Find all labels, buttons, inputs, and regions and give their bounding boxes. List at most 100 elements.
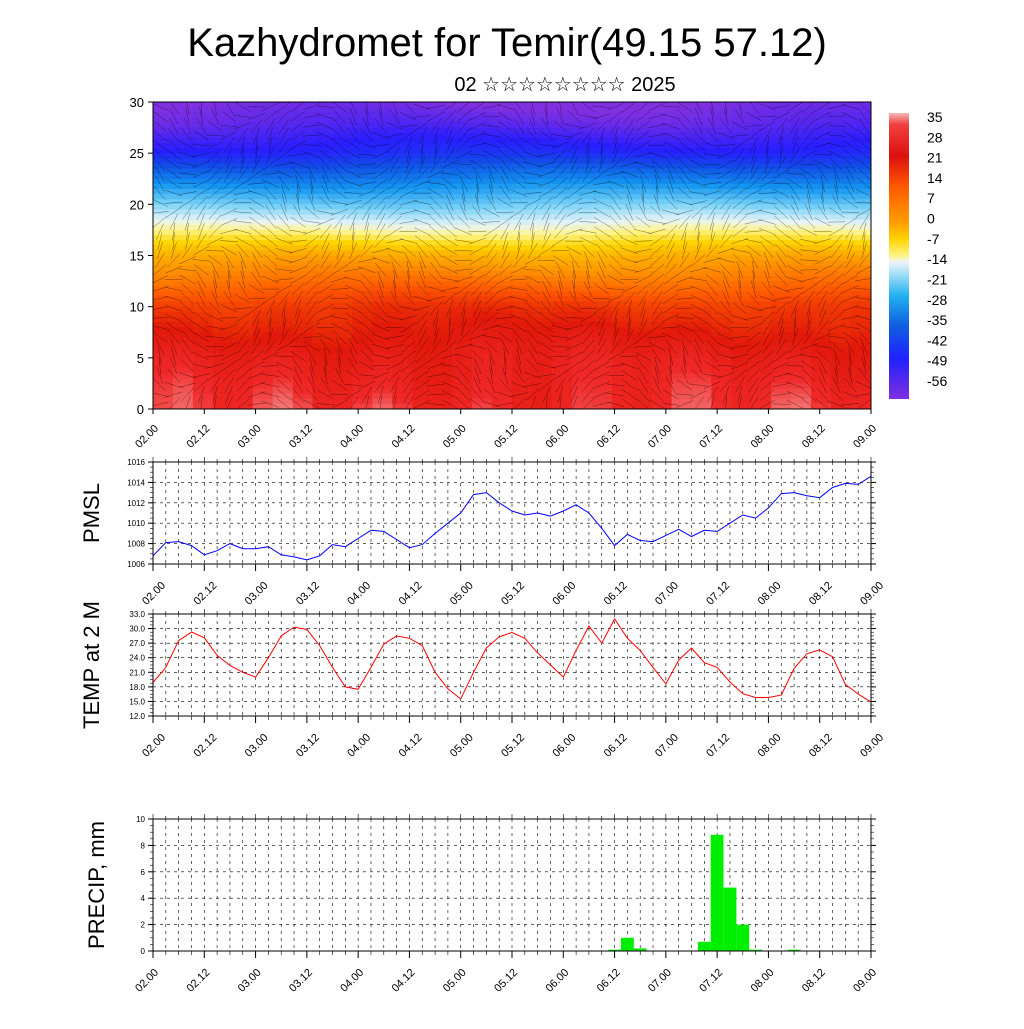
heatmap-cell: [532, 107, 553, 113]
heatmap-cell: [253, 128, 274, 134]
y-tick-label: 30.0: [129, 625, 145, 634]
heatmap-cell: [173, 317, 194, 323]
heatmap-cell: [652, 174, 673, 180]
heatmap-cell: [711, 143, 732, 149]
heatmap-cell: [731, 163, 752, 169]
heatmap-cell: [273, 138, 294, 144]
precip-bar: [621, 938, 634, 951]
heatmap-cell: [233, 389, 254, 395]
heatmap-cell: [313, 225, 334, 231]
heatmap-cell: [273, 225, 294, 231]
heatmap-cell: [293, 348, 314, 354]
heatmap-cell: [253, 261, 274, 267]
heatmap-cell: [452, 148, 473, 154]
colorbar-label: -49: [927, 353, 947, 369]
heatmap-cell: [412, 163, 433, 169]
heatmap-cell: [572, 256, 593, 262]
heatmap-cell: [572, 179, 593, 185]
heatmap-cell: [552, 194, 573, 200]
heatmap-cell: [313, 327, 334, 333]
heatmap-cell: [731, 291, 752, 297]
heatmap-cell: [552, 337, 573, 343]
heatmap-cell: [771, 281, 792, 287]
heatmap-cell: [392, 179, 413, 185]
heatmap-cell: [711, 107, 732, 113]
heatmap-cell: [253, 122, 274, 128]
heatmap-x-tick-label: 08.00: [749, 423, 777, 451]
heatmap-cell: [552, 399, 573, 405]
heatmap-cell: [592, 169, 613, 175]
heatmap-cell: [293, 204, 314, 210]
heatmap-cell: [352, 363, 373, 369]
heatmap-cell: [452, 348, 473, 354]
heatmap-cell: [333, 378, 354, 384]
heatmap-cell: [233, 256, 254, 262]
chart-subtitle: 02 ☆☆☆☆☆☆☆☆ 2025: [454, 74, 675, 96]
heatmap-cell: [711, 271, 732, 277]
heatmap-cell: [612, 174, 633, 180]
heatmap-cell: [692, 256, 713, 262]
precip-bar: [724, 888, 737, 951]
heatmap-cell: [771, 112, 792, 118]
heatmap-cell: [313, 317, 334, 323]
heatmap-cell: [293, 143, 314, 149]
heatmap-cell: [432, 291, 453, 297]
heatmap-cell: [831, 358, 852, 364]
heatmap-cell: [253, 220, 274, 226]
colorbar-label: 14: [927, 170, 943, 186]
heatmap-cell: [672, 286, 693, 292]
heatmap-cell: [791, 276, 812, 282]
heatmap-cell: [213, 342, 234, 348]
heatmap-cell: [831, 122, 852, 128]
x-tick-label: 03.12: [294, 580, 322, 608]
heatmap-cell: [293, 389, 314, 395]
heatmap-cell: [293, 128, 314, 134]
heatmap-cell: [731, 261, 752, 267]
heatmap-cell: [632, 358, 653, 364]
heatmap-cell: [552, 281, 573, 287]
heatmap-cell: [751, 189, 772, 195]
heatmap-cell: [572, 307, 593, 313]
heatmap-cell: [452, 302, 473, 308]
heatmap-cell: [392, 122, 413, 128]
heatmap-cell: [213, 245, 234, 251]
x-tick-label: 08.00: [749, 967, 777, 995]
x-tick-label: 04.00: [345, 580, 373, 608]
heatmap-cell: [532, 337, 553, 343]
heatmap-cell: [392, 143, 413, 149]
heatmap-cell: [731, 117, 752, 123]
heatmap-cell: [492, 358, 513, 364]
heatmap-cell: [253, 281, 274, 287]
heatmap-cell: [492, 245, 513, 251]
heatmap-cell: [492, 307, 513, 313]
heatmap-cell: [173, 133, 194, 139]
heatmap-cell: [293, 399, 314, 405]
heatmap-cell: [213, 143, 234, 149]
heatmap-cell: [512, 163, 533, 169]
heatmap-cell: [512, 261, 533, 267]
x-tick-label: 05.00: [448, 732, 476, 760]
heatmap-cell: [612, 225, 633, 231]
heatmap-cell: [711, 189, 732, 195]
heatmap-cell: [193, 368, 214, 374]
heatmap-cell: [811, 317, 832, 323]
heatmap-cell: [313, 383, 334, 389]
heatmap-cell: [612, 353, 633, 359]
heatmap-cell: [293, 322, 314, 328]
heatmap-cell: [572, 153, 593, 159]
y-tick-label: 21.0: [129, 668, 145, 677]
heatmap-cell: [632, 138, 653, 144]
heatmap-cell: [452, 399, 473, 405]
heatmap-cell: [352, 317, 373, 323]
heatmap-cell: [293, 189, 314, 195]
heatmap-cell: [652, 117, 673, 123]
heatmap-cell: [731, 107, 752, 113]
heatmap-cell: [333, 102, 354, 108]
heatmap-cell: [751, 174, 772, 180]
x-tick-label: 06.00: [543, 967, 571, 995]
heatmap-cell: [352, 102, 373, 108]
heatmap-cell: [372, 215, 393, 221]
heatmap-cell: [672, 112, 693, 118]
